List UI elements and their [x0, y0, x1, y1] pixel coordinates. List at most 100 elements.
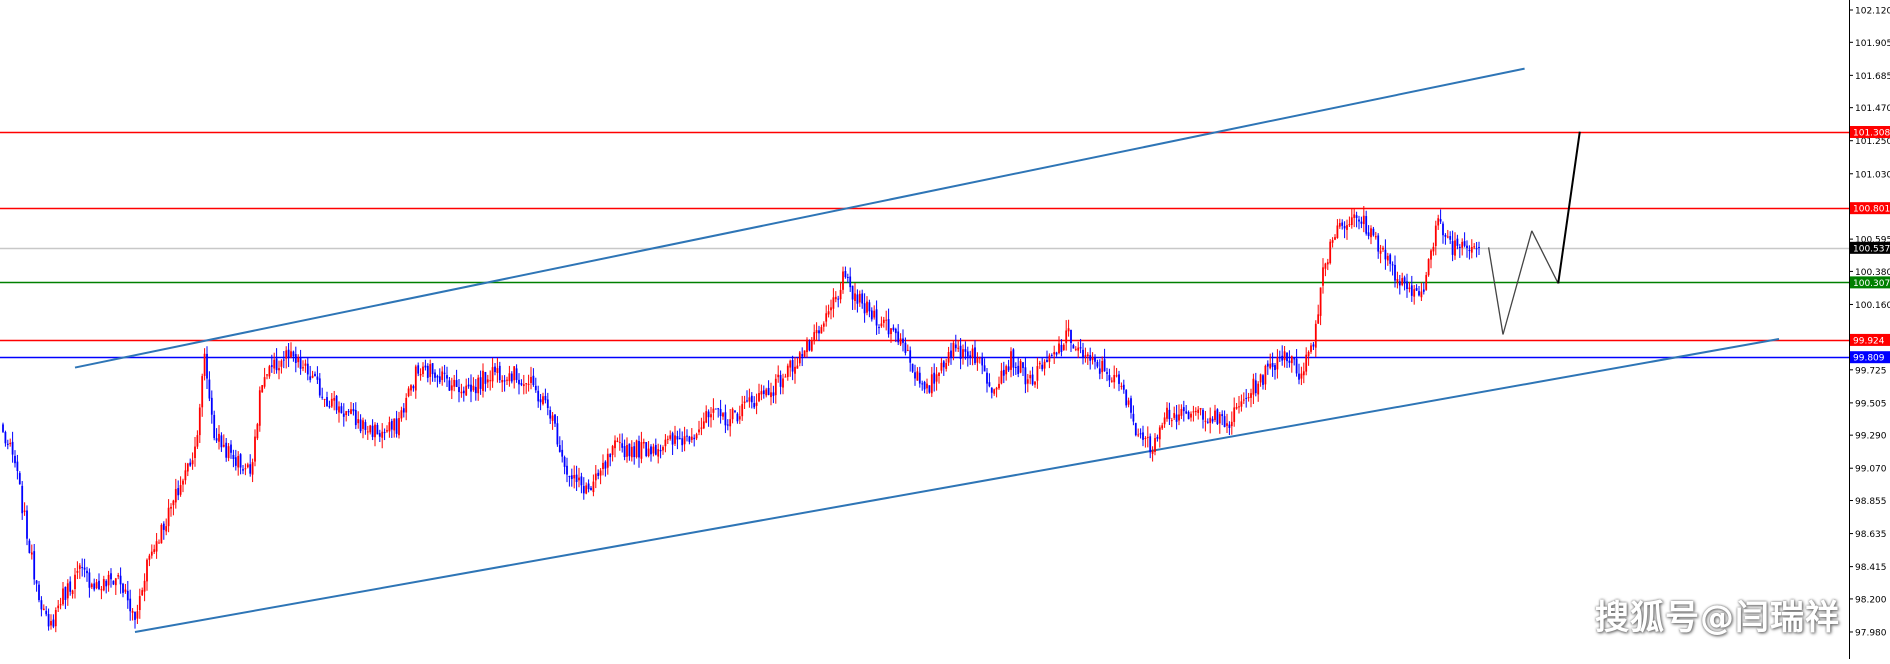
candle	[446, 366, 448, 387]
candle-body	[215, 438, 218, 441]
candle-body	[405, 397, 408, 413]
candle-body	[134, 611, 136, 620]
candle-body	[753, 403, 756, 408]
candle	[942, 359, 945, 376]
price-marker-label: 100.307	[1853, 279, 1890, 289]
candle	[971, 344, 974, 366]
candle-body	[1108, 375, 1111, 381]
candle-body	[1202, 409, 1204, 420]
candle-body	[347, 411, 350, 413]
candle-body	[330, 398, 333, 407]
candle-body	[107, 574, 110, 586]
candle	[1175, 405, 1178, 430]
candle-body	[342, 413, 345, 417]
candle-body	[434, 372, 436, 378]
candle	[450, 377, 453, 400]
candle	[74, 568, 76, 599]
candle-body	[460, 391, 463, 394]
candle-body	[378, 433, 381, 437]
candle-body	[1326, 262, 1329, 265]
candle	[297, 354, 300, 368]
candle-body	[429, 364, 432, 377]
candle	[1096, 359, 1099, 369]
price-marker-label: 100.537	[1853, 244, 1890, 254]
candle	[186, 462, 189, 477]
axis-tick-label: 99.070	[1855, 465, 1887, 475]
candle	[1288, 350, 1291, 368]
candle	[218, 425, 220, 450]
candle	[906, 344, 909, 352]
candle-body	[1449, 236, 1452, 240]
candle	[18, 471, 21, 485]
candle	[1274, 362, 1276, 380]
candle-body	[1288, 360, 1291, 363]
candle-body	[40, 600, 43, 610]
candle-body	[484, 371, 487, 384]
candle	[765, 387, 768, 398]
candle	[705, 405, 708, 424]
candle	[1410, 275, 1413, 302]
projection-segment	[1502, 230, 1533, 335]
candle	[724, 404, 727, 434]
candle	[417, 362, 420, 377]
candle-body	[957, 347, 960, 349]
candle-body	[1418, 291, 1420, 296]
candle	[1394, 255, 1396, 288]
candle-body	[537, 390, 540, 402]
candle-body	[2, 424, 4, 432]
candle-body	[1122, 384, 1125, 390]
candle-body	[1283, 351, 1286, 361]
upper-channel-line	[74, 67, 1525, 369]
candle	[388, 416, 391, 438]
candle	[1329, 239, 1332, 265]
candle	[1014, 362, 1017, 375]
candle	[489, 370, 492, 391]
candle	[1132, 405, 1135, 426]
candle-body	[172, 500, 175, 506]
candle-body	[1228, 424, 1231, 428]
candle	[1264, 364, 1267, 390]
candle	[1050, 353, 1053, 357]
candle-body	[640, 442, 643, 459]
candle-body	[794, 366, 796, 374]
candle	[52, 614, 55, 629]
candle-body	[1024, 367, 1027, 385]
candle	[1475, 241, 1478, 258]
candle	[210, 390, 213, 424]
candle	[158, 539, 160, 544]
candle-body	[1437, 218, 1440, 226]
candle	[894, 327, 897, 343]
candle-body	[887, 319, 890, 335]
candle	[1156, 434, 1159, 442]
candle-body	[1264, 365, 1267, 385]
candle	[762, 385, 765, 399]
candle-body	[726, 424, 729, 426]
candle-body	[506, 379, 508, 381]
candle	[549, 406, 552, 425]
candle	[330, 392, 333, 408]
candle-body	[122, 583, 124, 593]
candle-body	[400, 410, 403, 419]
candle-body	[306, 363, 309, 375]
candle-body	[1478, 247, 1480, 249]
candle	[957, 340, 960, 353]
candle-body	[302, 367, 304, 369]
candle-body	[530, 376, 532, 383]
candle	[666, 435, 669, 445]
candle	[1221, 410, 1224, 426]
candle	[969, 350, 972, 365]
candle	[522, 374, 525, 395]
candle-body	[21, 485, 24, 514]
candle	[484, 371, 487, 392]
candle	[935, 367, 938, 391]
candle	[1137, 428, 1140, 438]
candle	[1461, 238, 1464, 256]
candle-body	[820, 327, 823, 334]
candle-body	[1029, 375, 1032, 379]
candle	[16, 454, 19, 480]
candle	[1190, 411, 1192, 422]
candle-body	[443, 372, 446, 374]
candle	[647, 441, 650, 458]
candle	[1031, 366, 1034, 386]
candle-body	[1396, 278, 1399, 283]
